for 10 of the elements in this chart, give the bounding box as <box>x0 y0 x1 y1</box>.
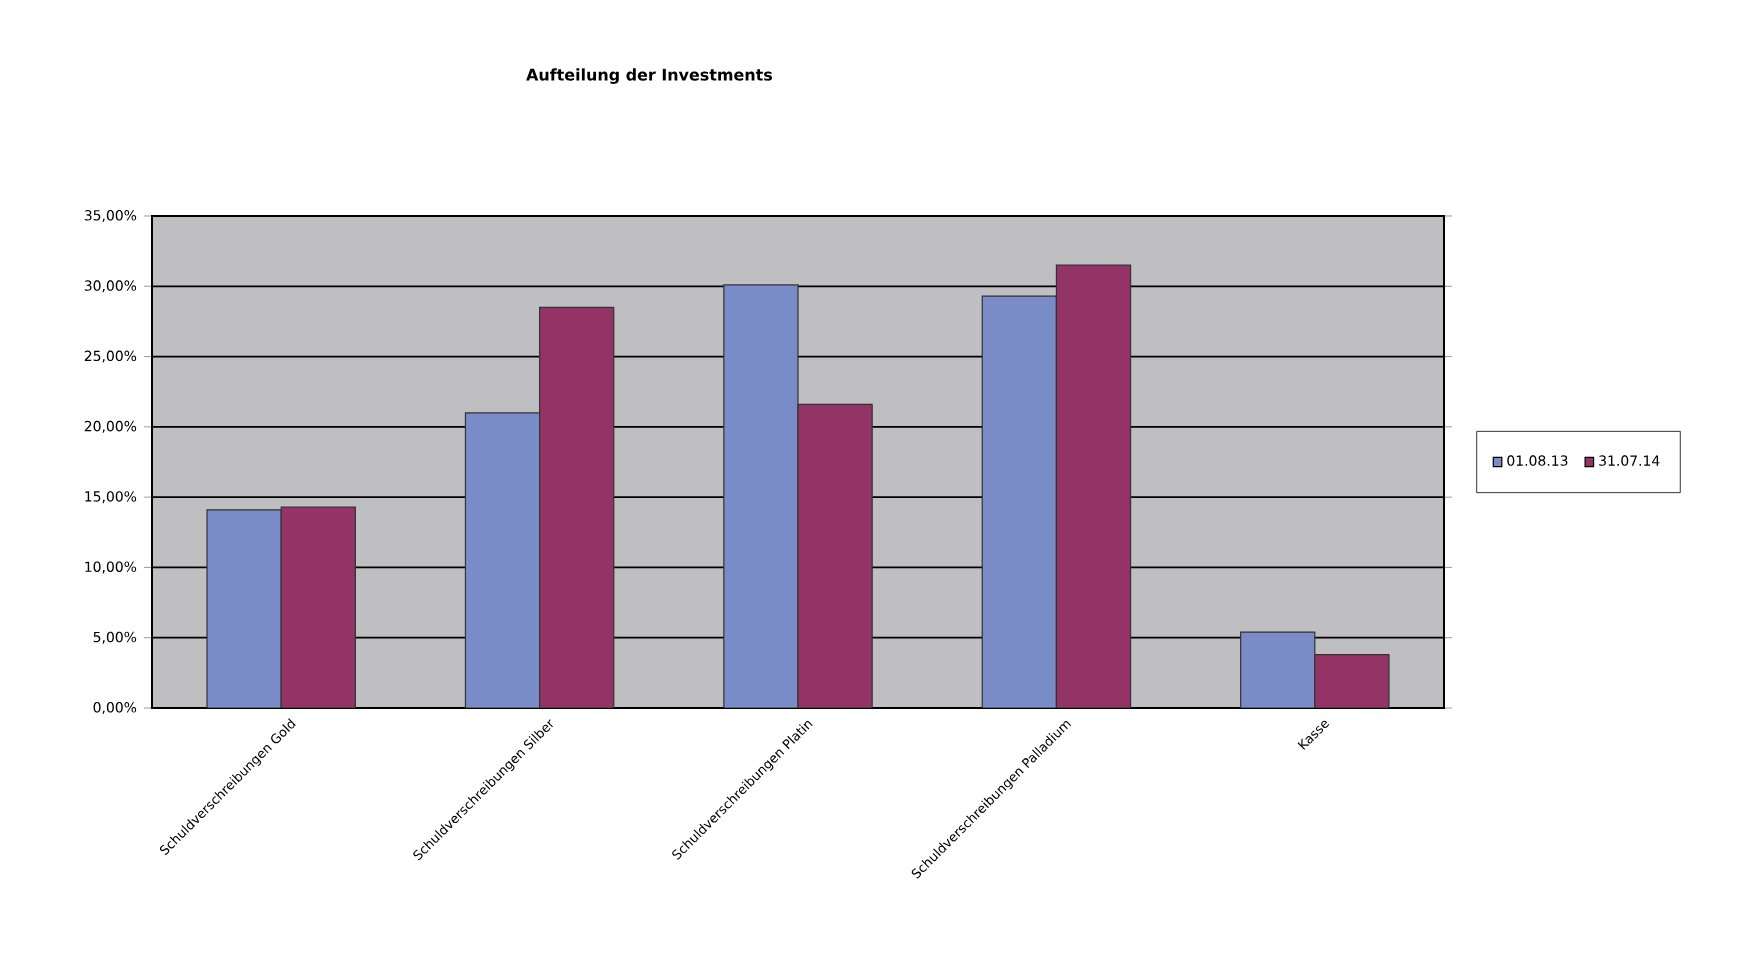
bar <box>206 509 282 708</box>
bar <box>280 506 356 708</box>
bar <box>981 295 1058 708</box>
bar <box>1314 653 1390 708</box>
bar <box>539 306 615 708</box>
bar <box>1055 264 1132 708</box>
bar <box>464 412 541 708</box>
bar <box>797 403 873 708</box>
bar <box>723 284 799 708</box>
bar <box>1240 631 1316 708</box>
